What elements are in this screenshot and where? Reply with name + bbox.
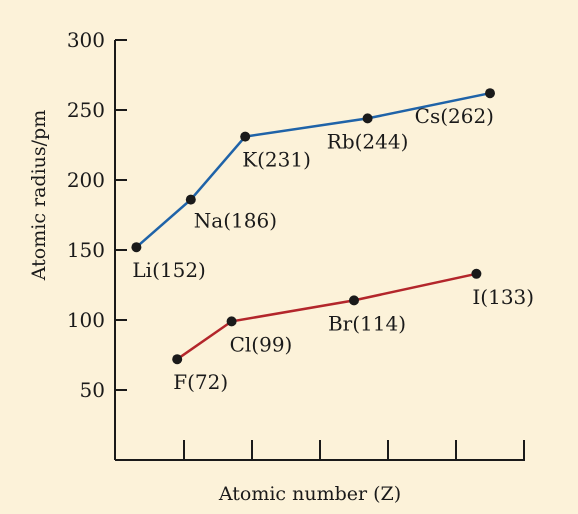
y-tick-label: 200 [67, 168, 105, 192]
data-label-rb: Rb(244) [327, 129, 409, 153]
data-label-na: Na(186) [194, 209, 277, 233]
y-tick-label: 150 [67, 238, 105, 262]
y-tick-label: 250 [67, 98, 105, 122]
series-labels: Li(152) Na(186) K(231) Rb(244)Cs(262) F(72)C… [132, 104, 534, 394]
y-ticks: 50 100 150 200 250 300 [67, 28, 127, 402]
halogen-point [172, 354, 183, 365]
halogen-point [349, 295, 359, 306]
data-label-cl: Cl(99) [230, 332, 293, 356]
data-label-br: Br(114) [328, 311, 406, 335]
y-tick-label: 50 [80, 378, 105, 402]
y-tick-label: 300 [67, 28, 105, 52]
data-label-k: K(231) [242, 148, 311, 172]
data-label-f: F(72) [173, 370, 228, 394]
data-label-i: I(133) [472, 285, 534, 309]
halogen-line [176, 272, 477, 361]
series-points [131, 88, 495, 365]
alkali-point [485, 88, 495, 99]
x-axis-title: Atomic number (Z) [218, 483, 401, 505]
data-label-cs: Cs(262) [415, 104, 494, 128]
alkali-point [131, 242, 142, 253]
data-label-li: Li(152) [132, 258, 205, 282]
x-ticks [183, 440, 525, 460]
halogen-point [226, 316, 237, 327]
alkali-point [185, 194, 196, 205]
alkali-point [240, 131, 251, 142]
y-axis-title: Atomic radius/pm [28, 110, 50, 281]
halogen-point [471, 268, 482, 279]
alkali-point [362, 113, 373, 124]
y-tick-label: 100 [67, 308, 105, 332]
